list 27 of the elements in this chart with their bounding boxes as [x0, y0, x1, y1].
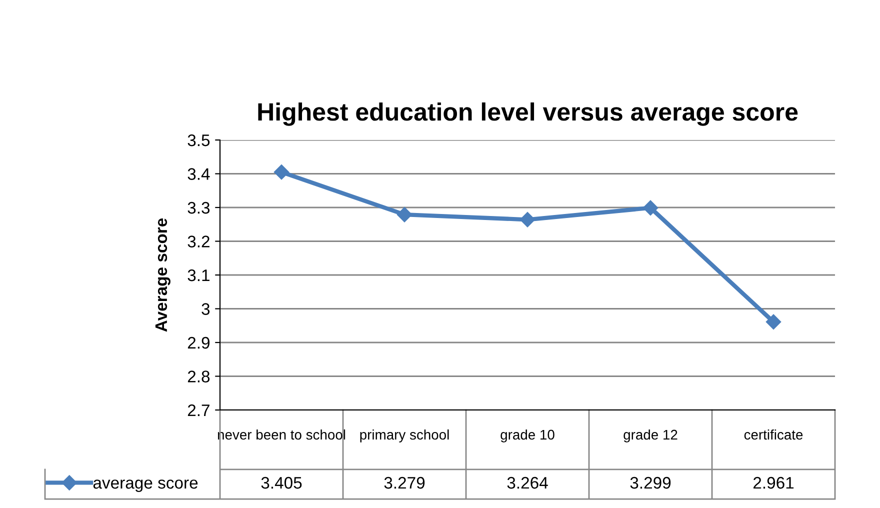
y-axis-title: Average score	[155, 218, 170, 332]
x-tick-label: primary school	[360, 429, 449, 442]
y-tick-label: 2.9	[188, 336, 210, 349]
x-tick-label: never been to school	[218, 429, 346, 440]
legend-label: average score	[93, 480, 198, 492]
y-tick-label: 3.5	[188, 134, 210, 146]
data-label: 2.961	[753, 476, 794, 489]
x-tick-label: certificate	[744, 429, 803, 440]
point	[274, 164, 290, 180]
y-tick-label: 3.1	[188, 269, 210, 282]
y-tick-label: 3.3	[188, 202, 210, 214]
chart-title: Highest education level versus average score	[258, 102, 798, 126]
point	[642, 200, 658, 216]
y-tick-label: 3.2	[188, 236, 210, 248]
y-tick-label: 3.4	[188, 168, 210, 180]
data-label: 3.405	[261, 476, 302, 489]
y-tick-label: 2.7	[188, 404, 210, 416]
x-tick-label: grade 12	[624, 429, 678, 442]
x-tick-label: grade 10	[500, 429, 554, 442]
point	[396, 207, 412, 222]
data-label: 3.264	[507, 476, 548, 489]
data-label: 3.299	[630, 476, 671, 489]
y-tick-label: 2.8	[188, 370, 210, 382]
point	[520, 212, 536, 228]
data-label: 3.279	[384, 476, 425, 489]
point	[766, 314, 782, 330]
y-tick-label: 3	[202, 303, 210, 315]
